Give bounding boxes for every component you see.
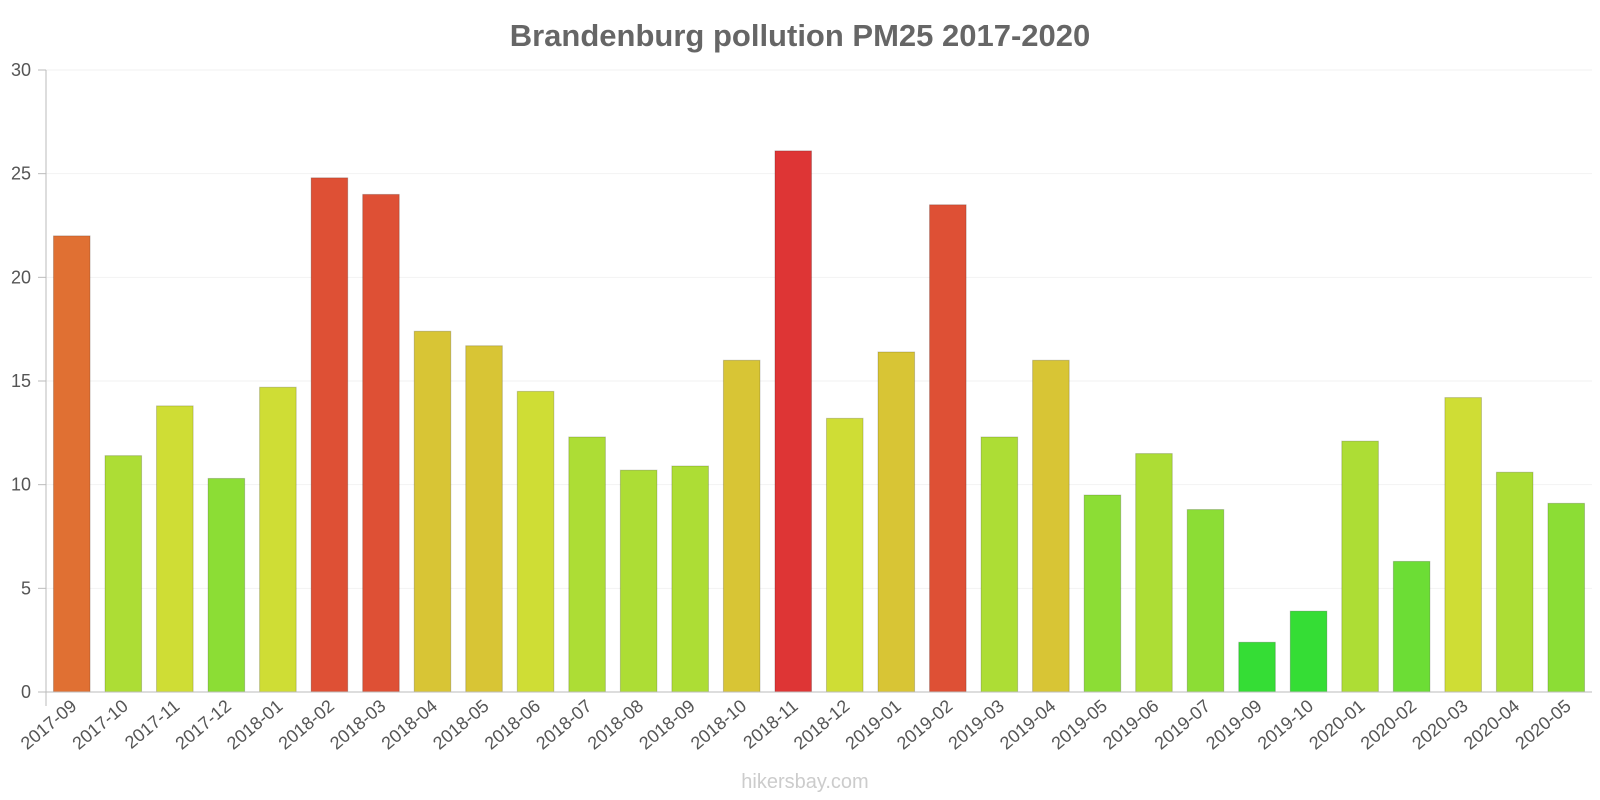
bar-2018-06	[516, 390, 555, 693]
bar-2020-04	[1495, 471, 1534, 693]
bars	[52, 150, 1586, 693]
y-tick-label: 0	[21, 682, 31, 702]
x-tick-label: 2020-05	[1511, 696, 1574, 754]
bar-2019-09	[1238, 641, 1276, 693]
bar-2018-09	[671, 465, 709, 693]
y-axis: 0 5 10 15 20 25 30	[11, 60, 47, 706]
bar-2018-04	[413, 330, 452, 693]
x-tick-label: 2019-06	[1099, 696, 1162, 754]
bar-2020-01	[1341, 440, 1379, 693]
x-tick-label: 2019-03	[944, 696, 1007, 754]
x-tick-label: 2017-09	[17, 696, 80, 754]
x-tick-label: 2018-09	[635, 696, 698, 754]
x-tick-label: 2018-08	[584, 696, 647, 754]
bar-2020-05	[1547, 502, 1586, 693]
x-tick-label: 2017-11	[121, 696, 183, 753]
y-tick-label: 30	[11, 60, 31, 80]
x-tick-label: 2019-09	[1202, 696, 1265, 754]
bar-2018-08	[619, 469, 658, 693]
bar-2018-10	[722, 359, 761, 693]
x-tick-label: 2019-10	[1254, 696, 1317, 754]
x-axis: 2017-092017-102017-112017-122018-012018-…	[17, 691, 1592, 754]
y-tick-label: 25	[11, 164, 31, 184]
x-tick-label: 2020-03	[1408, 696, 1471, 754]
x-tick-label: 2020-04	[1460, 696, 1523, 754]
bar-2017-12	[207, 477, 246, 693]
watermark: hikersbay.com	[741, 771, 868, 793]
x-tick-label: 2018-04	[378, 696, 441, 754]
x-tick-label: 2018-02	[275, 696, 338, 754]
bar-2019-10	[1289, 610, 1328, 693]
bar-2019-06	[1135, 453, 1173, 693]
x-tick-label: 2018-12	[790, 696, 853, 754]
gridlines	[46, 69, 1592, 589]
bar-2017-10	[104, 455, 143, 693]
x-tick-label: 2018-03	[326, 696, 389, 754]
x-tick-label: 2018-05	[429, 696, 492, 754]
bar-2018-05	[465, 345, 503, 693]
x-tick-label: 2018-07	[532, 696, 595, 754]
y-tick-label: 15	[11, 371, 31, 391]
bar-2019-01	[877, 351, 916, 693]
bar-2017-11	[156, 405, 194, 693]
x-tick-label: 2018-01	[223, 696, 286, 754]
x-tick-label: 2019-07	[1151, 696, 1214, 754]
bar-2017-09	[52, 235, 91, 693]
x-tick-label: 2019-05	[1048, 696, 1111, 754]
bar-2018-12	[825, 417, 864, 693]
x-tick-label: 2020-01	[1305, 696, 1368, 754]
x-tick-label: 2018-11	[739, 696, 801, 753]
bar-2019-07	[1186, 509, 1225, 693]
bar-2018-03	[362, 193, 400, 693]
bar-2019-04	[1032, 359, 1070, 693]
y-tick-label: 10	[11, 475, 31, 495]
bar-2018-11	[774, 150, 813, 693]
x-tick-label: 2019-04	[996, 696, 1059, 754]
chart-title: Brandenburg pollution PM25 2017-2020	[510, 18, 1091, 53]
bar-2020-03	[1444, 397, 1482, 693]
bar-2019-05	[1083, 494, 1122, 693]
y-tick-label: 5	[21, 578, 31, 598]
x-tick-label: 2019-01	[841, 696, 904, 754]
bar-2018-02	[310, 177, 349, 693]
x-tick-label: 2018-06	[481, 696, 544, 754]
x-tick-label: 2018-10	[687, 696, 750, 754]
x-tick-label: 2019-02	[893, 696, 956, 754]
x-tick-label: 2020-02	[1357, 696, 1420, 754]
x-tick-label: 2017-12	[171, 696, 234, 754]
bar-2018-07	[568, 436, 606, 693]
x-tick-label: 2017-10	[68, 696, 131, 754]
bar-2019-02	[929, 204, 967, 693]
bar-2018-01	[259, 386, 297, 693]
bar-2020-02	[1392, 560, 1431, 693]
bar-2019-03	[980, 436, 1019, 693]
y-tick-label: 20	[11, 267, 31, 287]
